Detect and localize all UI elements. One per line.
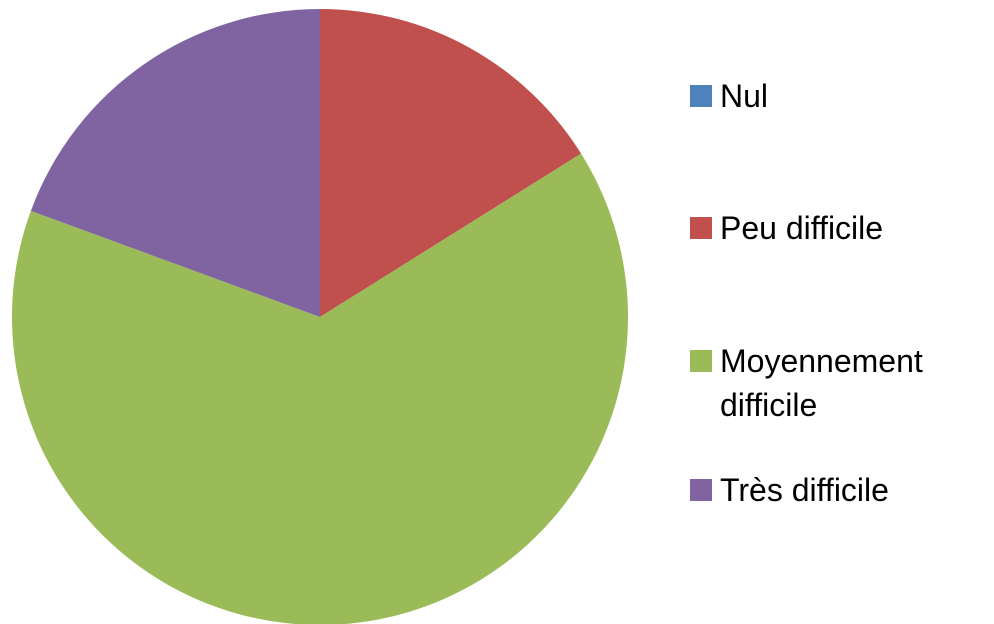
legend-label: Moyennement difficile [720,343,923,423]
legend-swatch [690,217,712,239]
legend-label: Peu difficile [720,210,884,246]
pie-slice [30,9,321,317]
legend-item: Peu difficile [690,206,938,250]
legend-item: Nul [690,74,938,118]
legend-item: Moyennement difficile [690,339,938,427]
legend-item: Très difficile [690,468,938,512]
legend-swatch [690,85,712,107]
legend-swatch [690,479,712,501]
pie-slice [320,9,582,317]
pie-slice [12,153,628,624]
legend-label: Très difficile [720,472,889,508]
legend-swatch [690,350,712,372]
legend-label: Nul [720,78,769,114]
